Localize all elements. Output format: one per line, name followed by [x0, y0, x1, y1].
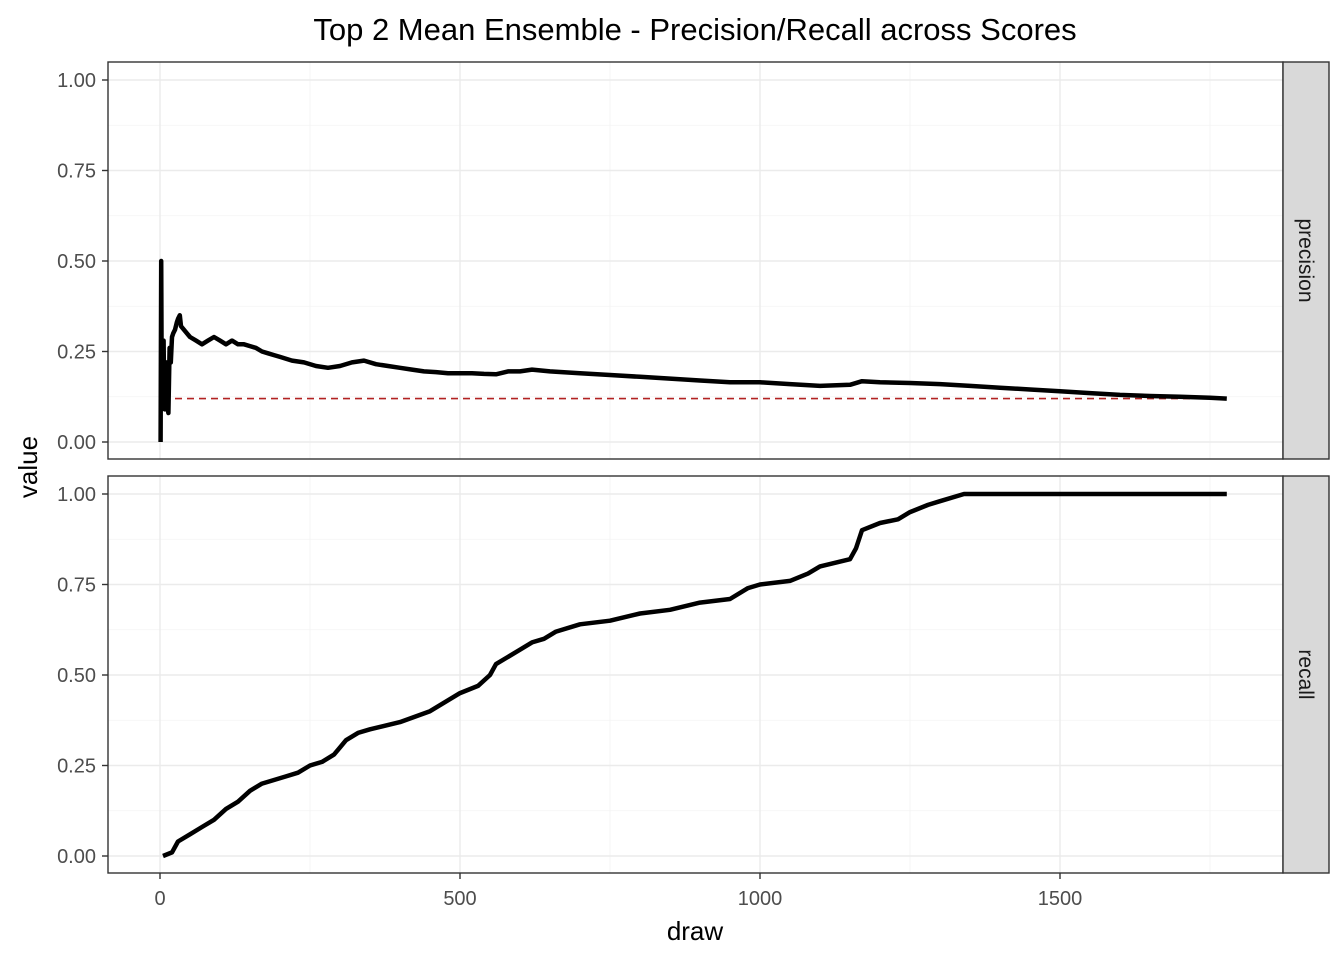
y-tick-label: 0.25 [57, 342, 96, 364]
x-axis: 0 500 1000 1500 [154, 873, 1082, 910]
y-axis-title: value [13, 436, 43, 498]
y-tick-label: 0.75 [57, 161, 96, 183]
x-tick-label: 1500 [1038, 888, 1083, 910]
facet-strip [1282, 61, 1330, 460]
facet-panels: 0.00 0.25 0.50 0.75 1.00 precision 0.00 0.25 0.5… [57, 61, 1330, 874]
x-tick-label: 500 [443, 888, 476, 910]
y-tick-label: 0.75 [57, 575, 96, 597]
facet-strip-label: precision [1294, 218, 1317, 302]
y-tick-label: 1.00 [57, 484, 96, 506]
y-tick-label: 0.25 [57, 756, 96, 778]
x-tick-label: 1000 [738, 888, 783, 910]
x-tick-label: 0 [154, 888, 165, 910]
facet-strip [1282, 475, 1330, 874]
y-tick-label: 0.50 [57, 251, 96, 273]
y-tick-label: 0.00 [57, 846, 96, 868]
facet-panel-recall: 0.00 0.25 0.50 0.75 1.00 recall [57, 475, 1330, 874]
y-tick-label: 0.50 [57, 665, 96, 687]
facet-strip-label: recall [1294, 649, 1317, 699]
chart-title: Top 2 Mean Ensemble - Precision/Recall a… [313, 12, 1076, 47]
recall-series-line [162, 491, 1227, 859]
precision-series-line [158, 258, 1227, 443]
facet-panel-precision: 0.00 0.25 0.50 0.75 1.00 precision [57, 61, 1330, 460]
x-axis-title: draw [667, 916, 724, 946]
y-tick-label: 0.00 [57, 432, 96, 454]
y-tick-label: 1.00 [57, 70, 96, 92]
